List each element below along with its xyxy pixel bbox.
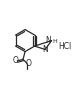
Text: HCl: HCl <box>58 42 71 51</box>
Text: O: O <box>13 56 19 65</box>
Text: O: O <box>26 59 32 68</box>
Text: H: H <box>52 39 57 44</box>
Text: N: N <box>45 36 51 45</box>
Text: N: N <box>42 45 48 54</box>
